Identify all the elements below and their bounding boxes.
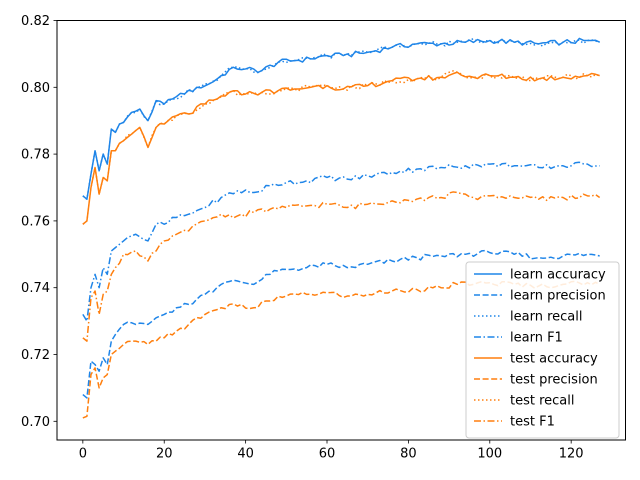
x-tick-label: 0	[79, 447, 87, 462]
x-axis: 0 20 40 60 80 100 120	[79, 440, 584, 462]
legend-label: learn precision	[510, 289, 606, 304]
x-tick-label: 20	[156, 447, 173, 462]
y-tick-label: 0.82	[21, 14, 50, 29]
series-line-learn-recall	[82, 38, 600, 200]
legend-label: learn F1	[510, 331, 563, 346]
legend-label: test accuracy	[510, 352, 598, 367]
legend-label: learn recall	[510, 310, 582, 325]
x-tick-label: 80	[400, 447, 417, 462]
series-line-learn-precision	[82, 249, 600, 399]
x-tick-label: 120	[559, 447, 584, 462]
series-line-test-accuracy	[82, 71, 600, 225]
axes-frame	[56, 20, 626, 441]
legend-box	[465, 261, 620, 439]
series-line-test-F1	[82, 191, 601, 342]
x-tick-label: 100	[477, 447, 502, 462]
y-tick-label: 0.76	[21, 214, 50, 229]
series-layer	[82, 37, 601, 419]
x-tick-label: 40	[237, 447, 254, 462]
y-tick-label: 0.72	[21, 348, 50, 363]
y-axis: 0.70 0.72 0.74 0.76 0.78 0.80 0.82	[21, 14, 57, 430]
legend: learn accuracy learn precision learn recal…	[465, 261, 620, 439]
y-tick-label: 0.70	[21, 415, 50, 430]
x-tick-label: 60	[319, 447, 336, 462]
y-tick-label: 0.78	[21, 148, 50, 163]
legend-label: test recall	[510, 394, 575, 409]
series-line-test-precision	[82, 280, 600, 419]
y-tick-label: 0.80	[21, 81, 50, 96]
series-line-learn-F1	[82, 161, 600, 322]
legend-label: learn accuracy	[510, 268, 606, 283]
y-tick-label: 0.74	[21, 281, 50, 296]
legend-label: test F1	[510, 415, 555, 430]
legend-label: test precision	[510, 373, 598, 388]
